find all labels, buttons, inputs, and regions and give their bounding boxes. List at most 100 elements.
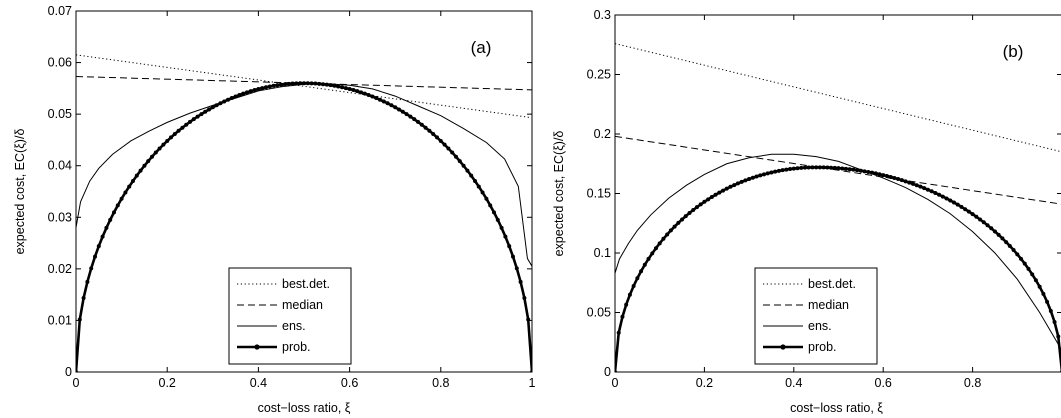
data-point-prob (721, 188, 726, 193)
data-point-prob (892, 175, 897, 180)
data-point-prob (214, 103, 219, 108)
x-tick-label: 1 (529, 376, 536, 390)
data-point-prob (495, 217, 500, 222)
y-tick-label: 0 (604, 365, 611, 379)
data-point-prob (305, 81, 310, 86)
data-point-prob (1048, 308, 1053, 313)
data-point-prob (959, 204, 964, 209)
data-point-prob (104, 225, 109, 230)
data-point-prob (207, 107, 211, 112)
data-point-prob (134, 173, 139, 178)
y-tick-label: 0.07 (48, 4, 72, 18)
data-point-prob (1022, 261, 1027, 266)
data-point-prob (653, 246, 658, 251)
data-point-prob (511, 254, 515, 259)
data-point-prob (974, 214, 979, 219)
legend: best.det. median ens. prob. (754, 267, 878, 365)
data-point-prob (370, 94, 375, 99)
data-point-prob (821, 165, 826, 170)
data-point-prob (416, 119, 420, 124)
data-point-prob (1037, 284, 1042, 289)
x-tick-label: 0 (73, 376, 80, 390)
y-axis-label: expected cost, EC(ξ)/δ (552, 131, 566, 257)
data-point-prob (702, 199, 707, 204)
data-point-prob (631, 283, 636, 288)
legend-marker (780, 344, 786, 350)
data-point-prob (799, 165, 804, 170)
data-point-prob (624, 302, 629, 307)
data-point-prob (507, 244, 512, 249)
data-point-prob (661, 236, 666, 241)
data-point-prob (1033, 278, 1038, 283)
legend-label: prob. (808, 340, 837, 354)
panel-tag: (a) (471, 38, 492, 57)
series-line-ens (615, 153, 1061, 350)
data-point-prob (229, 96, 234, 101)
data-point-prob (1015, 252, 1020, 257)
data-point-prob (896, 177, 901, 182)
data-point-prob (191, 117, 196, 122)
data-point-prob (970, 212, 975, 217)
data-point-prob (203, 109, 208, 114)
data-point-prob (1007, 243, 1012, 248)
legend-label: ens. (282, 319, 306, 333)
y-tick-label: 0.01 (48, 313, 72, 327)
data-point-prob (851, 167, 856, 172)
data-point-prob (81, 296, 86, 301)
y-tick-label: 0.05 (587, 306, 611, 320)
data-point-prob (256, 87, 261, 92)
data-point-prob (115, 203, 120, 208)
data-point-prob (313, 81, 318, 86)
data-point-prob (480, 190, 485, 195)
data-point-prob (933, 190, 938, 195)
data-point-prob (165, 138, 170, 143)
data-point-prob (169, 135, 173, 140)
series-group (615, 43, 1061, 372)
data-point-prob (302, 81, 306, 86)
y-tick-label: 0.1 (594, 246, 611, 260)
data-point-prob (963, 207, 968, 212)
data-point-prob (843, 166, 848, 171)
data-point-prob (404, 112, 409, 117)
data-point-prob (241, 91, 246, 96)
data-point-prob (810, 165, 815, 170)
x-tick-label: 0.8 (964, 376, 981, 390)
data-point-prob (1052, 319, 1057, 324)
y-tick-label: 0.06 (48, 56, 72, 70)
data-point-prob (836, 166, 841, 171)
data-point-prob (639, 269, 644, 274)
data-point-prob (657, 241, 662, 246)
data-point-prob (457, 159, 462, 164)
data-point-prob (279, 82, 284, 87)
data-point-prob (264, 85, 268, 90)
data-point-prob (408, 114, 413, 119)
data-point-prob (199, 112, 204, 117)
data-point-prob (743, 178, 748, 183)
data-point-prob (765, 171, 770, 176)
data-point-prob (355, 89, 360, 94)
data-point-prob (735, 181, 740, 186)
data-point-prob (267, 84, 272, 89)
data-point-prob (245, 90, 249, 95)
series-line-best-det (615, 43, 1061, 153)
data-point-prob (814, 165, 819, 170)
data-point-prob (378, 97, 382, 102)
data-point-prob (271, 83, 276, 88)
data-point-prob (728, 184, 733, 189)
data-point-prob (668, 228, 673, 233)
data-point-prob (929, 189, 934, 194)
data-point-prob (431, 132, 436, 137)
x-tick-label: 0.6 (875, 376, 892, 390)
data-point-prob (862, 169, 867, 174)
data-point-prob (275, 83, 280, 88)
legend-label: best.det. (282, 277, 330, 291)
data-point-prob (131, 178, 135, 183)
data-point-prob (747, 177, 752, 182)
data-point-prob (784, 167, 789, 172)
data-point-prob (374, 96, 379, 101)
data-point-prob (825, 165, 830, 170)
data-point-prob (1045, 299, 1050, 304)
data-point-prob (903, 179, 908, 184)
data-point-prob (461, 163, 466, 168)
data-point-prob (829, 165, 834, 170)
